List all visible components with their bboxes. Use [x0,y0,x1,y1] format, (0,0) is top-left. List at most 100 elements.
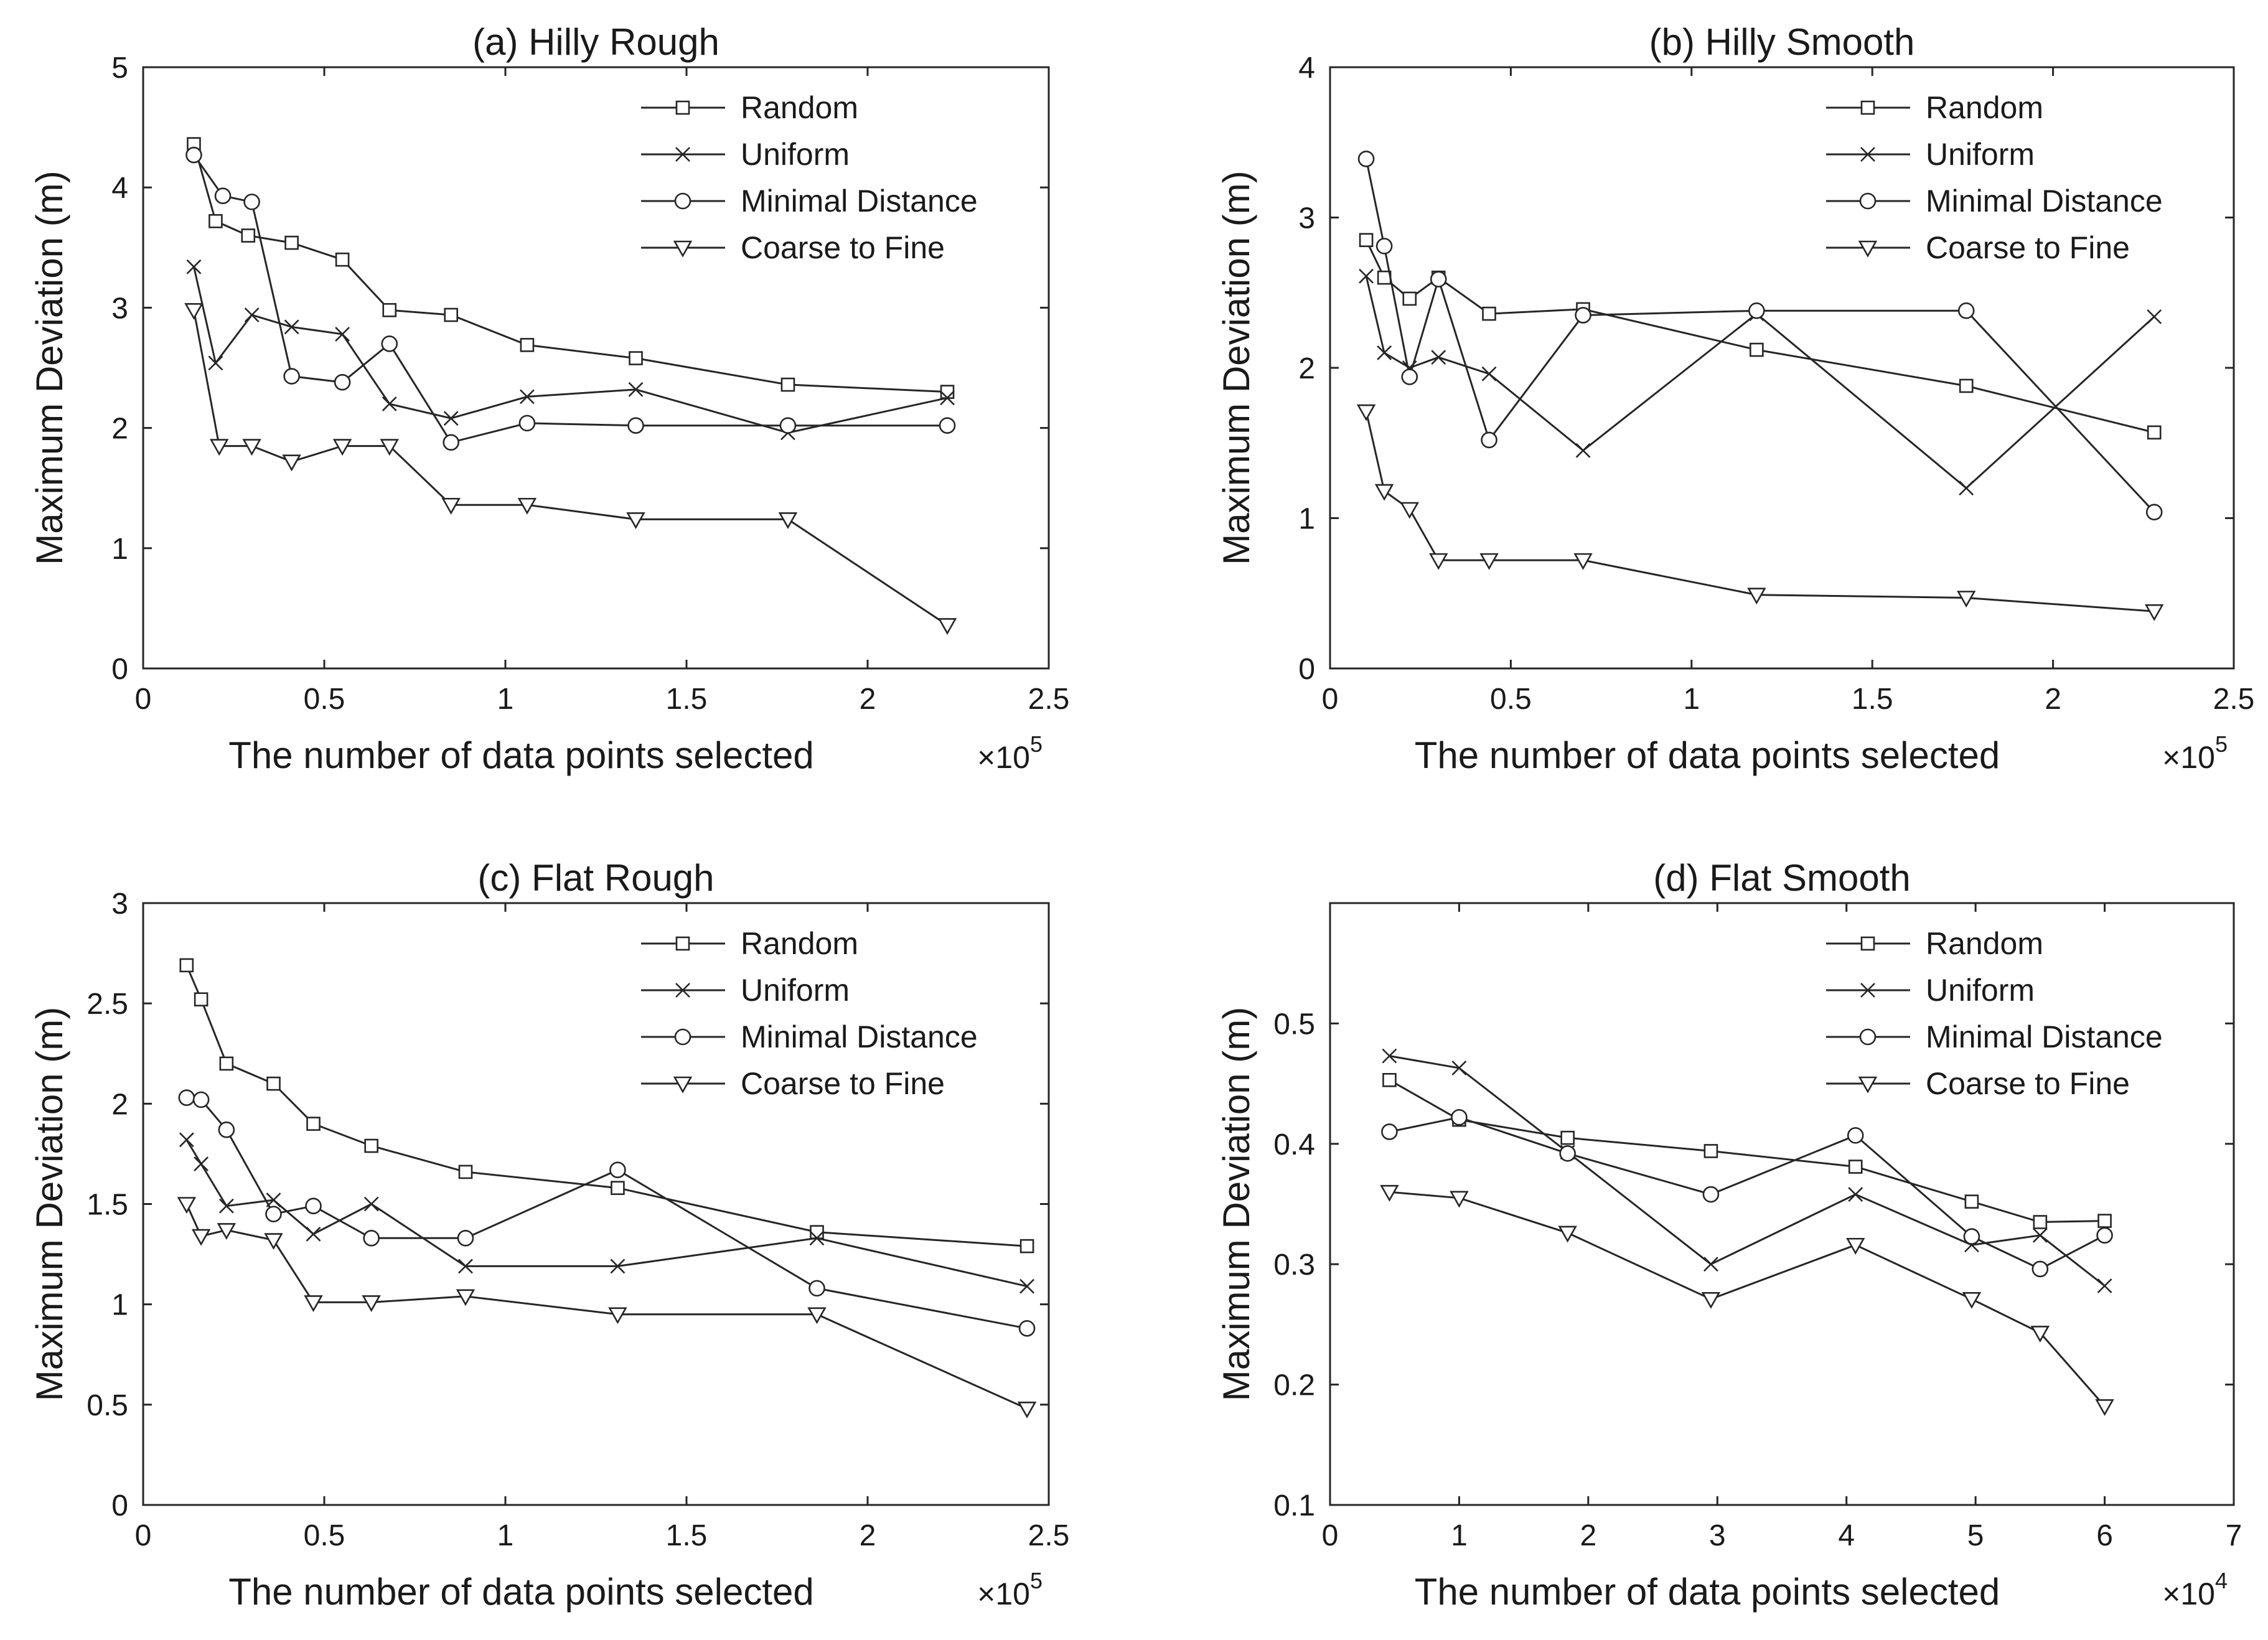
x-tick-label: 0.5 [304,683,345,716]
data-point [241,228,256,243]
data-point [1375,238,1393,255]
data-point [305,1197,322,1215]
x-tick-label: 4 [1838,1519,1855,1552]
data-point [264,1233,283,1250]
data-point [179,1132,194,1148]
data-point [1748,302,1765,319]
data-point [2147,309,2162,324]
legend-marker [675,983,690,998]
data-point [1573,553,1593,570]
x-tick-label: 2.5 [1028,683,1070,716]
data-point [626,512,645,530]
y-tick-label: 2.5 [87,988,128,1021]
x-axis-multiplier-base: ×10 [2162,740,2215,775]
data-point [441,497,461,515]
data-point [185,146,202,164]
x-axis-multiplier: ×105 [977,731,1043,775]
data-point [265,1206,282,1222]
x-tick-label: 2 [860,683,876,716]
legend-marker [673,1076,693,1094]
series-line [185,965,1028,1247]
data-point [209,213,223,228]
legend: Random Uniform Minimal Distance Coarse to F… [1826,926,2163,1101]
data-point [1481,366,1497,382]
data-point [1559,1145,1576,1162]
legend-marker [675,936,690,951]
x-tick-label: 0 [1322,683,1339,716]
data-point [458,1164,473,1179]
data-point [629,351,643,365]
data-point [1431,350,1446,365]
x-axis-label: The number of data points selected [228,1571,814,1613]
x-tick-label: 0.5 [304,1519,345,1552]
y-tick-label: 0.3 [1273,1249,1315,1282]
legend-label: Coarse to Fine [1926,1066,2130,1101]
data-point [283,368,300,385]
data-point [1703,1257,1718,1272]
data-point [1482,306,1496,321]
plot-area [1329,66,2235,670]
legend-label: Random [741,926,858,961]
legend-marker [1858,1076,1878,1094]
data-point [1401,368,1418,385]
series-coarse-to-fine [177,1197,1037,1418]
data-point [362,1295,381,1313]
data-point [1848,1187,1863,1202]
x-tick-label: 2 [860,1519,876,1552]
data-point [1382,1048,1397,1064]
data-point [284,235,299,250]
data-point [939,417,956,434]
y-tick-label: 0.5 [1273,1008,1315,1041]
data-point [306,1117,321,1131]
chart-panel-2: 0 0.5 1 1.5 2 2.5 0 1 2 3 4 (b) Hilly Smooth The num… [1216,21,2254,776]
data-point [443,434,460,451]
data-point [520,337,535,352]
data-point [179,958,194,973]
data-point [242,439,261,456]
legend-label: Random [1926,926,2043,961]
data-point [2144,604,2164,621]
data-point [1575,443,1591,458]
x-axis-multiplier: ×105 [2162,731,2228,775]
x-tick-label: 7 [2226,1519,2242,1552]
series-line [185,1139,1028,1288]
data-point [184,302,204,320]
data-point [1451,1108,1468,1126]
data-point [1747,588,1766,605]
data-point [520,389,535,405]
data-point [335,326,350,342]
y-tick-label: 1.5 [87,1189,128,1222]
y-tick-label: 5 [111,52,128,85]
data-point [1359,233,1374,248]
data-point [608,1307,627,1324]
legend-marker [1859,1028,1877,1046]
data-point [219,1056,234,1071]
data-point [1750,342,1764,357]
series-coarse-to-fine [1356,404,2164,621]
x-axis-multiplier-exponent: 5 [1030,1568,1043,1593]
data-point [517,497,537,515]
data-point [2031,1260,2049,1278]
data-point [363,1229,380,1247]
data-point [1558,1225,1577,1243]
x-tick-label: 0 [135,1519,152,1552]
data-point [191,1229,211,1246]
y-axis-label: Maximum Deviation (m) [1216,171,1257,565]
series-line [1389,1055,2106,1287]
plot-area [1329,902,2235,1506]
data-point [2097,1278,2112,1293]
data-point [780,377,795,392]
y-tick-label: 2 [111,413,128,446]
data-point [1560,1130,1575,1145]
data-point [218,1121,235,1138]
data-point [214,187,232,205]
legend-label: Coarse to Fine [1926,230,2130,265]
legend: Random Uniform Minimal Distance Coarse to F… [1826,90,2163,265]
data-point [2032,1227,2048,1243]
x-axis-multiplier: ×105 [977,1568,1043,1611]
x-axis-multiplier-base: ×10 [977,1577,1030,1611]
y-tick-label: 1 [1298,503,1315,536]
legend-marker [1858,240,1878,258]
x-axis-multiplier-base: ×10 [977,740,1030,775]
